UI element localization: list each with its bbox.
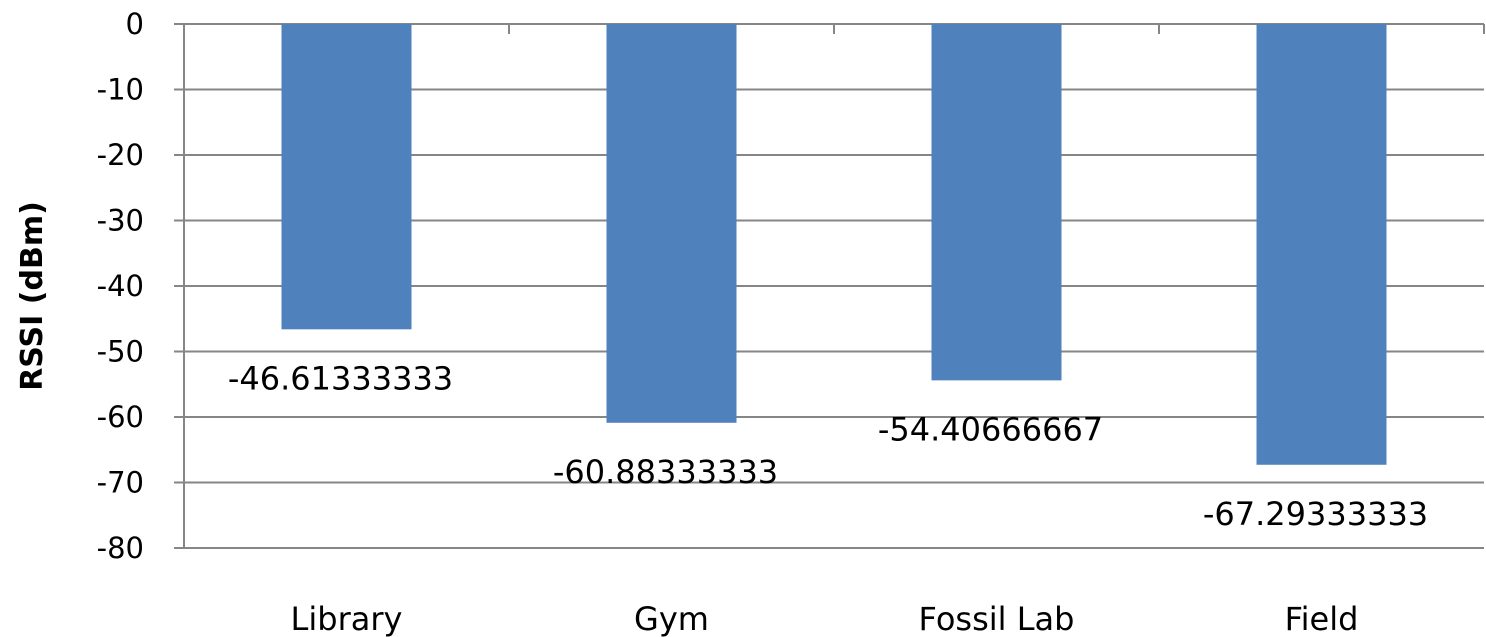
y-tick-label: -10: [97, 73, 144, 107]
y-tick-label: 0: [126, 7, 144, 41]
x-category-label: Field: [1285, 600, 1359, 637]
data-label: -67.29333333: [1203, 495, 1428, 533]
x-category-label: Library: [291, 600, 403, 637]
x-category-label: Gym: [634, 600, 709, 637]
bar-field: [1256, 24, 1387, 465]
x-category-label: Fossil Lab: [919, 600, 1075, 637]
data-label: -54.40666667: [878, 410, 1103, 448]
y-tick-label: -70: [97, 466, 144, 500]
bar-fossil-lab: [931, 24, 1062, 381]
bar-library: [281, 24, 412, 330]
y-tick-label: -40: [97, 269, 144, 303]
y-tick-label: -60: [97, 400, 144, 434]
y-tick-labels: 0 -10 -20 -30 -40 -50 -60 -70 -80: [97, 7, 144, 565]
y-tick-label: -30: [97, 204, 144, 238]
y-tick-label: -20: [97, 138, 144, 172]
y-tick-label: -80: [97, 531, 144, 565]
data-labels: -46.61333333 -60.88333333 -54.40666667 -67.…: [228, 359, 1428, 532]
bar-gym: [606, 24, 737, 423]
axes: [174, 23, 1485, 549]
data-label: -46.61333333: [228, 359, 453, 397]
data-label: -60.88333333: [553, 453, 778, 491]
y-tick-label: -50: [97, 335, 144, 369]
x-category-labels: Library Gym Fossil Lab Field: [291, 600, 1359, 637]
bars: [281, 24, 1387, 465]
y-axis-title: RSSI (dBm): [15, 201, 50, 391]
